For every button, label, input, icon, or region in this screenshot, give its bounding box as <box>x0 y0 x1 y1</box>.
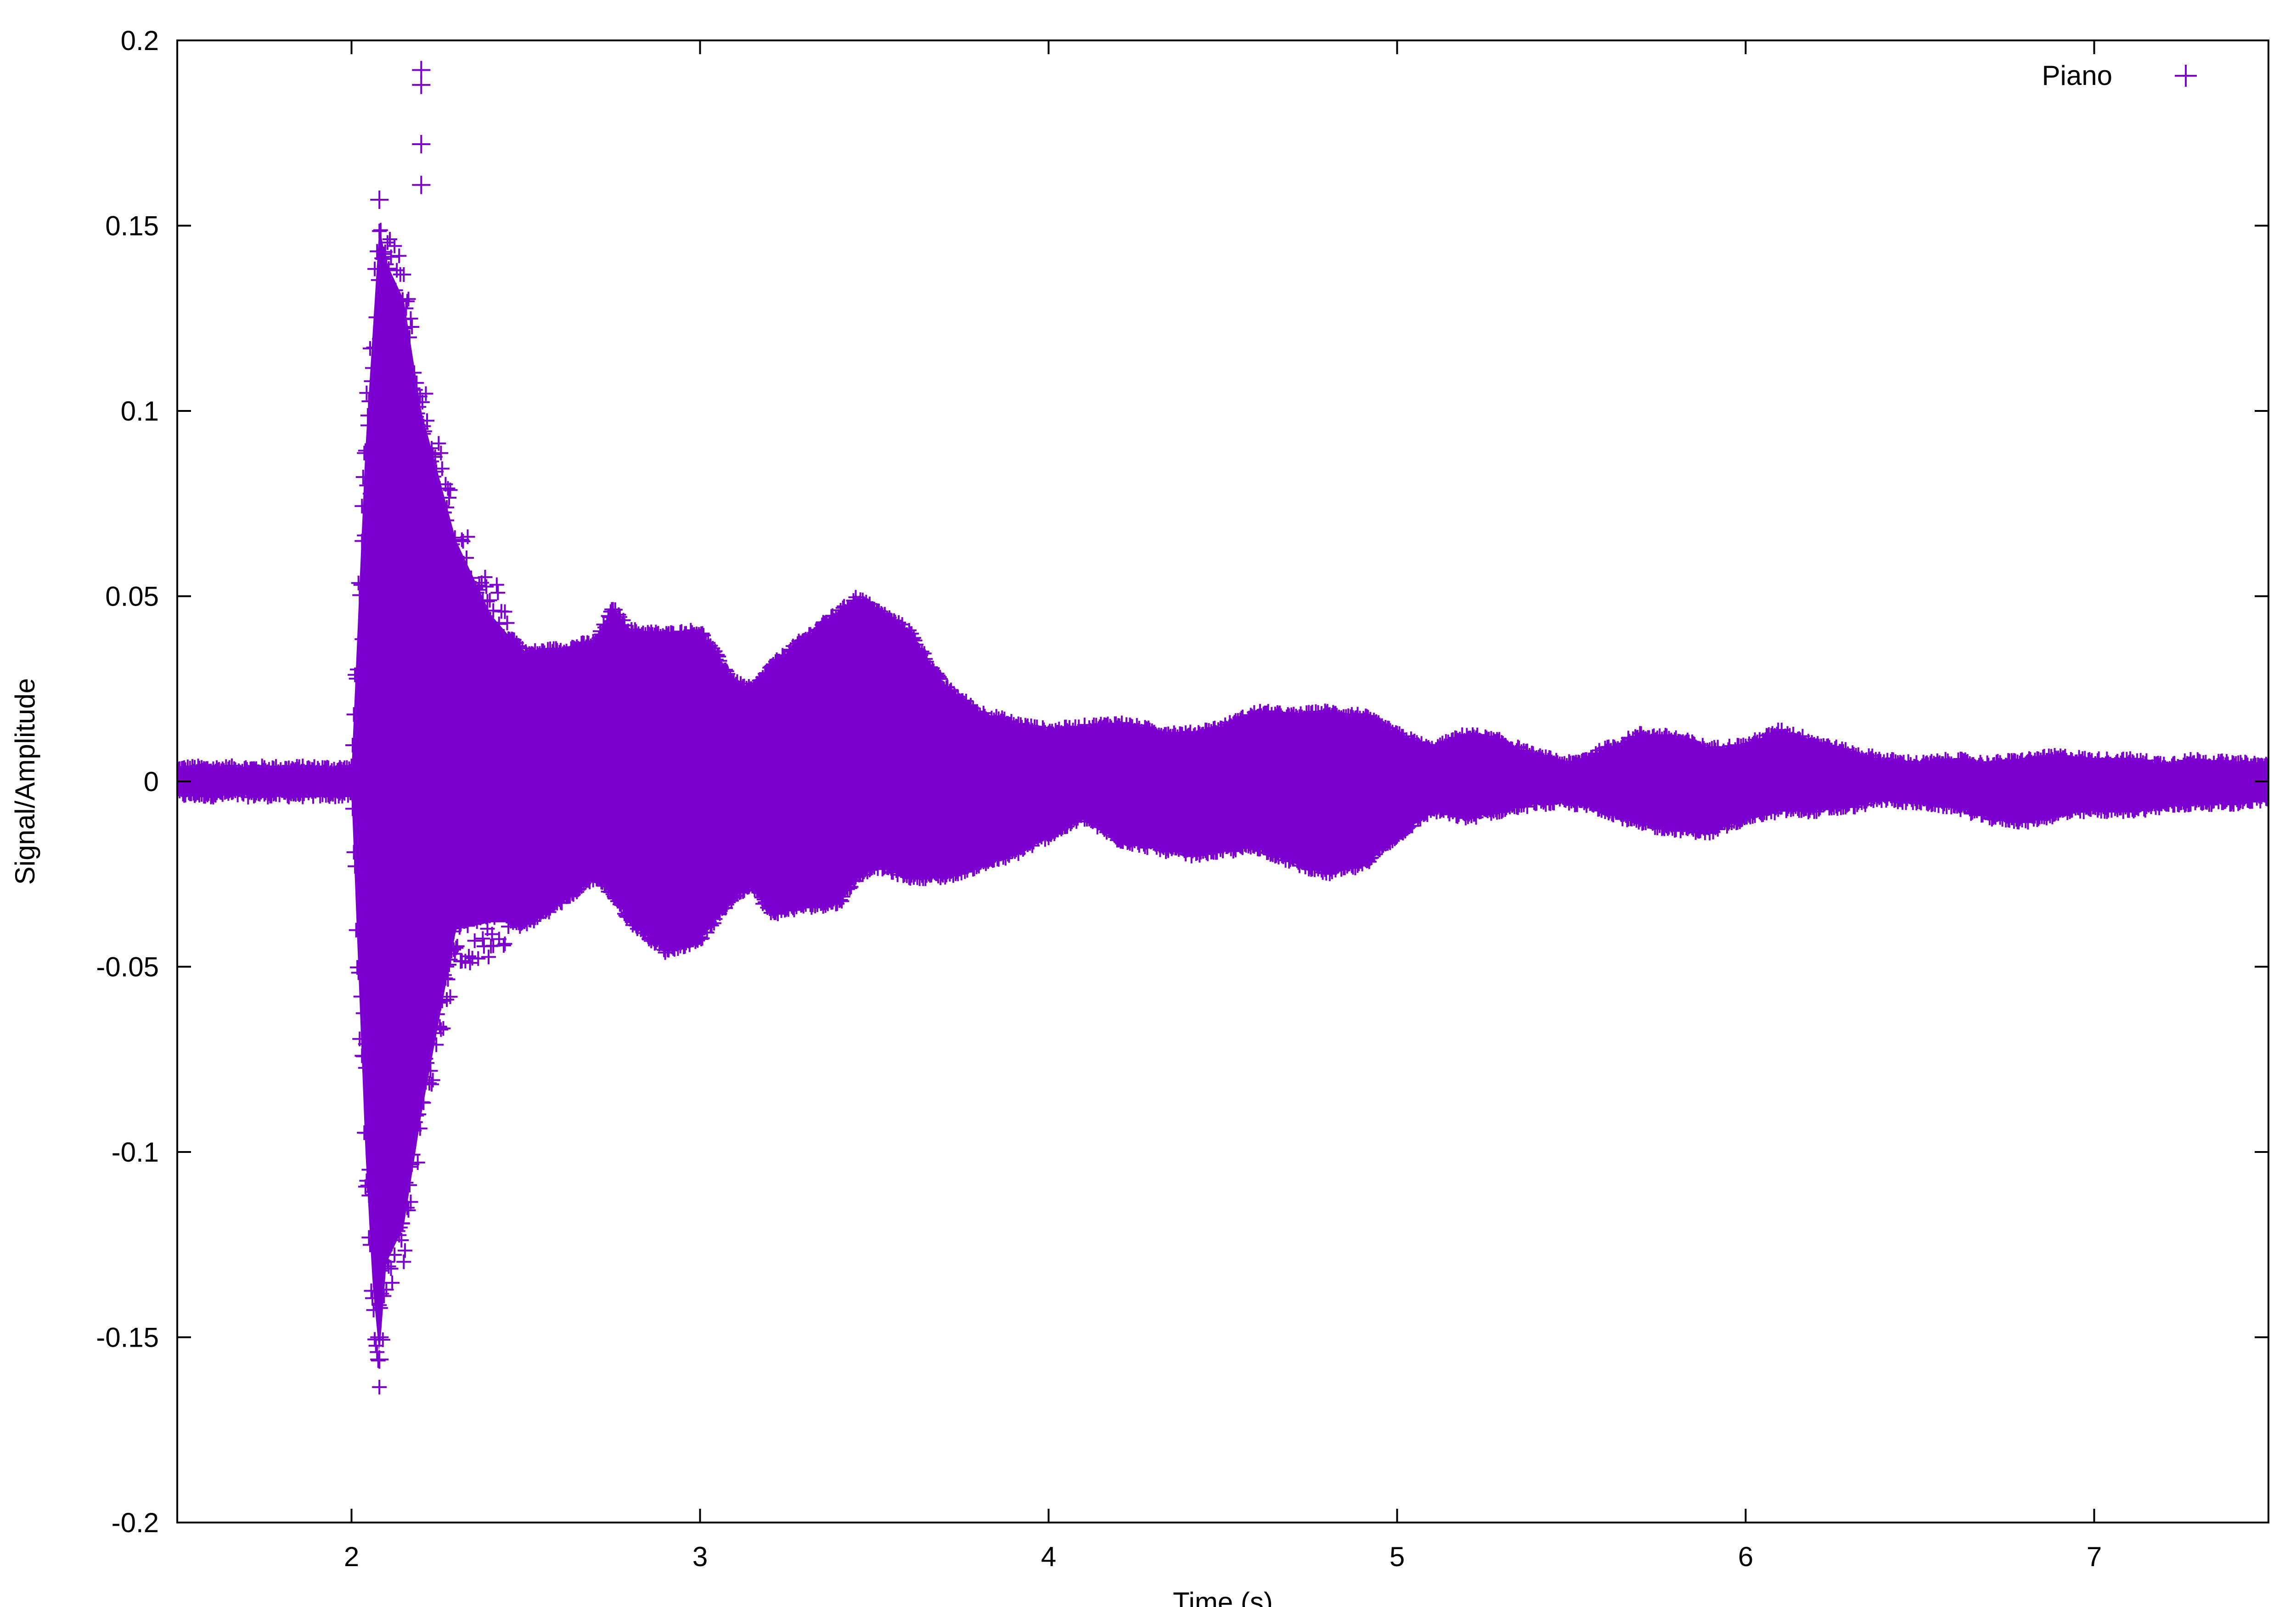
point-outlier-3 <box>412 175 431 194</box>
plot-area <box>177 61 2268 1395</box>
y-tick-label-1: -0.15 <box>96 1322 159 1353</box>
point-outlier-1 <box>412 75 431 94</box>
series-piano-outliers <box>370 61 431 1369</box>
x-tick-label-4: 6 <box>1738 1541 1753 1572</box>
y-axis-ticks: -0.2 -0.15 -0.1 -0.05 0 0.05 0.1 0.15 0.2 <box>96 25 2268 1538</box>
series-piano-markers <box>177 223 2268 1395</box>
y-tick-label-6: 0.1 <box>121 396 159 427</box>
y-axis-label: Signal/Amplitude <box>10 678 40 885</box>
x-tick-label-2: 4 <box>1041 1541 1056 1572</box>
point-outlier-5 <box>370 1350 389 1369</box>
legend-label-piano: Piano <box>2042 60 2112 91</box>
legend: Piano <box>2042 60 2197 91</box>
legend-marker-piano <box>2175 65 2197 87</box>
x-tick-label-1: 3 <box>692 1541 708 1572</box>
x-tick-label-3: 5 <box>1390 1541 1405 1572</box>
point-outlier-6 <box>370 1328 389 1347</box>
x-tick-label-5: 7 <box>2087 1541 2102 1572</box>
series-piano-band <box>177 231 2268 1351</box>
y-tick-label-3: -0.05 <box>96 952 159 983</box>
point-outlier-2 <box>412 135 431 153</box>
y-tick-label-5: 0.05 <box>105 581 159 612</box>
x-axis-label: Time (s) <box>1173 1587 1273 1607</box>
y-tick-label-0: -0.2 <box>112 1507 159 1538</box>
y-tick-label-7: 0.15 <box>105 211 159 242</box>
x-tick-label-0: 2 <box>344 1541 359 1572</box>
y-tick-label-4: 0 <box>144 766 159 797</box>
y-tick-label-8: 0.2 <box>121 25 159 56</box>
x-axis-ticks: 2 3 4 5 6 7 <box>344 40 2102 1572</box>
series-piano-marker-field <box>177 223 2268 1395</box>
point-outlier-4 <box>370 191 389 209</box>
y-tick-label-2: -0.1 <box>112 1137 159 1168</box>
